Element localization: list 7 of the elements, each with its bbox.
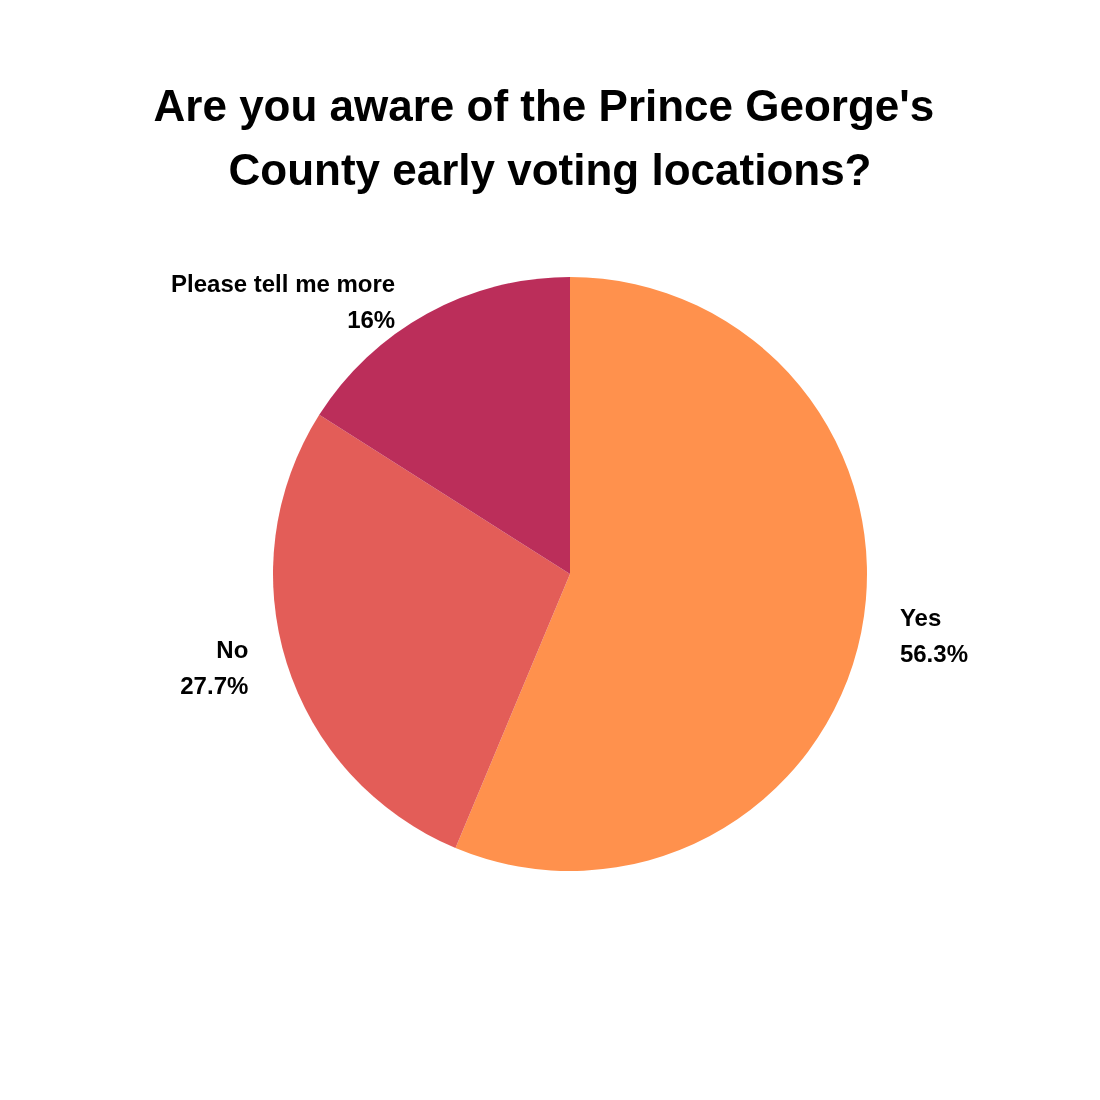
data-label: 56.3%: [899, 639, 968, 667]
slice-label: Please tell me more: [171, 269, 396, 297]
data-label: 27.7%: [180, 671, 249, 699]
slice-label: Yes: [899, 603, 942, 631]
chart-title: Are you aware of the Prince George's County early voting locations?: [153, 80, 947, 194]
data-label: 16%: [347, 305, 396, 333]
slice-label: No: [216, 635, 249, 663]
